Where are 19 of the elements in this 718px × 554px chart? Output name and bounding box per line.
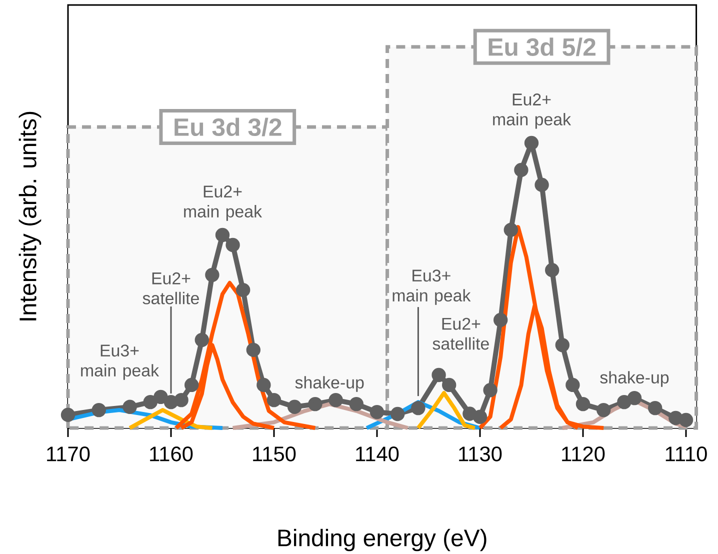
annotation: shake-up xyxy=(600,371,669,387)
x-tick-label: 1120 xyxy=(562,446,605,462)
annotation: shake-up xyxy=(295,376,364,392)
annotation: Eu3+ main peak xyxy=(81,344,160,380)
band-label: Eu 3d 5/2 xyxy=(488,38,596,56)
x-axis-title: Binding energy (eV) xyxy=(278,528,486,552)
annotation: Eu2+ main peak xyxy=(184,186,262,221)
annotation: Eu2+ main peak xyxy=(493,93,572,129)
x-tick-label: 1160 xyxy=(150,446,193,462)
annotation: Eu2+ satellite xyxy=(142,272,199,304)
x-tick-label: 1140 xyxy=(356,446,399,462)
x-tick-label: 1170 xyxy=(47,446,90,462)
x-tick-label: 1110 xyxy=(666,446,707,462)
annotation: Eu2+ satellite xyxy=(432,318,489,350)
annotation: Eu3+ main peak xyxy=(392,270,471,305)
band-label: Eu 3d 3/2 xyxy=(174,118,282,136)
x-tick-label: 1150 xyxy=(253,446,296,462)
y-axis-title: Intensity (arb. units) xyxy=(18,112,42,320)
x-tick-label: 1130 xyxy=(459,446,502,462)
